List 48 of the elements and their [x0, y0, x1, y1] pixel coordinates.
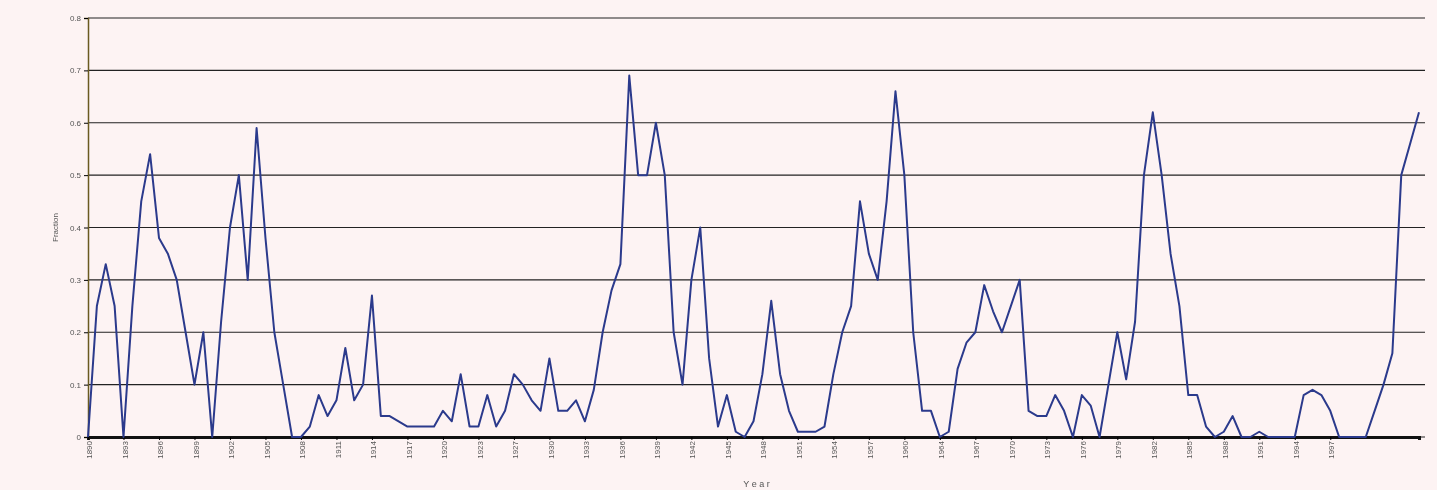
- x-tick-label: 1933: [582, 440, 592, 459]
- x-tick-label: 1939: [652, 440, 662, 459]
- x-tick-label: 1917: [404, 440, 414, 459]
- x-tick-label: 1979: [1114, 440, 1124, 459]
- x-tick-label: 1973: [1043, 440, 1053, 459]
- x-tick-label: 1914: [369, 440, 379, 459]
- x-tick-label: 1970: [1007, 440, 1017, 459]
- x-tick-label: 1893: [120, 440, 130, 459]
- x-tick-label: 1927: [511, 440, 521, 459]
- x-tick-label: 1930: [546, 440, 556, 459]
- x-tick-label: 1908: [298, 440, 308, 459]
- y-tick-label: 0.6: [69, 118, 82, 128]
- y-tick-label: 0.7: [69, 66, 82, 76]
- x-tick-label: 1942: [688, 440, 698, 459]
- x-tick-label: 1923: [475, 440, 485, 459]
- x-tick-label: 1994: [1291, 440, 1301, 459]
- x-tick-label: 1982: [1149, 440, 1159, 459]
- x-tick-label: 1988: [1220, 440, 1230, 459]
- x-tick-label: 1945: [723, 440, 733, 459]
- x-tick-label: 1902: [227, 440, 237, 459]
- x-tick-label: 1890: [85, 440, 95, 459]
- x-tick-label: 1920: [440, 440, 450, 459]
- x-tick-label: 1957: [865, 440, 875, 459]
- x-tick-label: 1985: [1185, 440, 1195, 459]
- x-tick-label: 1899: [191, 440, 201, 459]
- y-tick-label: 0: [76, 433, 82, 443]
- x-tick-label: 1905: [262, 440, 272, 459]
- x-tick-label: 1896: [156, 440, 166, 459]
- y-tick-label: 0.2: [69, 328, 82, 338]
- line-series: [87, 74, 1420, 438]
- y-tick-label: 0.5: [69, 171, 82, 181]
- y-tick-label: 0.8: [69, 14, 82, 24]
- x-tick-label: 1976: [1078, 440, 1088, 459]
- x-tick-label: 1991: [1256, 440, 1266, 459]
- x-tick-label: 1964: [936, 440, 946, 459]
- x-axis-title: Y e a r: [743, 479, 770, 489]
- y-axis-title: Fraction: [51, 213, 60, 242]
- y-tick-label: 0.1: [69, 380, 82, 390]
- x-tick-label: 1997: [1327, 440, 1337, 459]
- x-tick-label: 1951: [794, 440, 804, 459]
- x-tick-label: 1911: [333, 440, 343, 459]
- y-tick-label: 0.4: [69, 223, 82, 233]
- x-tick-label: 1960: [901, 440, 911, 459]
- x-tick-label: 1954: [830, 440, 840, 459]
- x-tick-label: 1948: [759, 440, 769, 459]
- x-tick-label: 1936: [617, 440, 627, 459]
- y-tick-label: 0.3: [69, 275, 82, 285]
- x-tick-label: 1967: [972, 440, 982, 459]
